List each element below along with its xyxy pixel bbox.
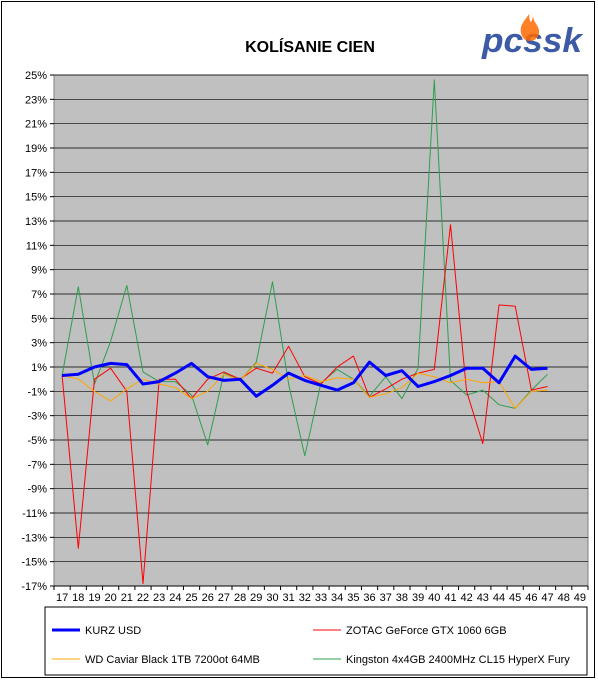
x-tick-label: 24 (169, 592, 181, 604)
y-tick-label: -3% (27, 411, 47, 423)
y-tick-label: 21% (25, 119, 47, 131)
series-line-zotac-geforce-gtx-1060-6gb (61, 224, 548, 585)
x-tick-label: 19 (88, 592, 100, 604)
x-tick-label: 43 (477, 592, 489, 604)
x-tick-label: 26 (202, 592, 214, 604)
y-tick-label: -5% (27, 435, 47, 447)
x-tick-label: 42 (461, 592, 473, 604)
series-line-kurz-usd (61, 354, 548, 398)
y-tick-label: -1% (27, 386, 47, 398)
x-tick-label: 31 (283, 592, 295, 604)
series-layer (61, 79, 548, 585)
x-tick-label: 37 (380, 592, 392, 604)
y-tick-label: -17% (21, 581, 47, 593)
legend-label-zotac-geforce-gtx-1060-6gb: ZOTAC GeForce GTX 1060 6GB (346, 625, 507, 637)
pcssk-logo: pcssk (481, 14, 584, 60)
y-tick-label: 9% (31, 265, 47, 277)
x-tick-label: 18 (72, 592, 84, 604)
x-tick-label: 32 (299, 592, 311, 604)
legend-box (44, 606, 588, 676)
plot-background (53, 74, 589, 587)
series-line-wd-caviar-black-1tb-7200ot-64mb (61, 362, 548, 409)
x-tick-label: 38 (396, 592, 408, 604)
y-tick-label: 3% (31, 338, 47, 350)
x-tick-label: 39 (412, 592, 424, 604)
y-tick-label: 17% (25, 167, 47, 179)
x-tick-label: 35 (347, 592, 359, 604)
plot-area: 25% 23% 21% 19% 17% 15% 13% 11% 9% 7% 5% 3% 1% -1% -3%… (21, 70, 589, 604)
legend-label-kingston-4x4gb-2400mhz-cl15-hyperx-fury: Kingston 4x4GB 2400MHz CL15 HyperX Fury (346, 654, 570, 666)
y-axis-ticks: 25% 23% 21% 19% 17% 15% 13% 11% 9% 7% 5% 3% 1% -1% -3%… (21, 70, 54, 593)
x-tick-label: 22 (137, 592, 149, 604)
x-tick-label: 40 (428, 592, 440, 604)
x-tick-label: 46 (525, 592, 537, 604)
legend-label-wd-caviar-black-1tb-7200ot-64mb: WD Caviar Black 1TB 7200ot 64MB (85, 654, 260, 666)
x-tick-label: 36 (363, 592, 375, 604)
x-tick-label: 17 (56, 592, 68, 604)
x-tick-label: 27 (218, 592, 230, 604)
y-tick-label: 19% (25, 143, 47, 155)
logo-flame-icon (520, 14, 540, 42)
y-tick-label: 1% (31, 362, 47, 374)
legend-label-kurz-usd: KURZ USD (85, 625, 141, 637)
y-tick-label: 13% (25, 216, 47, 228)
x-tick-label: 30 (266, 592, 278, 604)
x-tick-label: 41 (444, 592, 456, 604)
y-tick-label: 15% (25, 192, 47, 204)
x-tick-label: 45 (509, 592, 521, 604)
y-tick-label: 7% (31, 289, 47, 301)
x-tick-label: 23 (153, 592, 165, 604)
y-tick-label: -13% (21, 532, 47, 544)
legend: KURZ USD ZOTAC GeForce GTX 1060 6GB WD Cav… (44, 606, 588, 676)
series-line-kingston-4x4gb-2400mhz-cl15-hyperx-fury (61, 79, 548, 457)
y-tick-label: 5% (31, 313, 47, 325)
y-tick-label: -7% (27, 459, 47, 471)
x-tick-label: 29 (250, 592, 262, 604)
x-tick-label: 20 (105, 592, 117, 604)
x-tick-label: 47 (541, 592, 553, 604)
chart-title: KOLÍSANIE CIEN (245, 37, 375, 56)
y-tick-label: 25% (25, 70, 47, 82)
x-axis-ticks: 17 18 19 20 21 22 23 24 25 26 27 28 29 30 31 32 33 34 35 36… (53, 585, 589, 604)
x-tick-label: 28 (234, 592, 246, 604)
y-tick-label: -9% (27, 484, 47, 496)
x-tick-label: 49 (574, 592, 586, 604)
y-tick-label: -15% (21, 557, 47, 569)
x-tick-label: 33 (315, 592, 327, 604)
x-tick-label: 48 (558, 592, 570, 604)
x-tick-label: 34 (331, 592, 343, 604)
y-tick-label: 11% (26, 240, 47, 252)
y-tick-label: 23% (25, 94, 47, 106)
x-tick-label: 44 (493, 592, 505, 604)
x-tick-label: 25 (185, 592, 197, 604)
x-tick-label: 21 (121, 592, 133, 604)
y-tick-label: -11% (22, 508, 47, 520)
